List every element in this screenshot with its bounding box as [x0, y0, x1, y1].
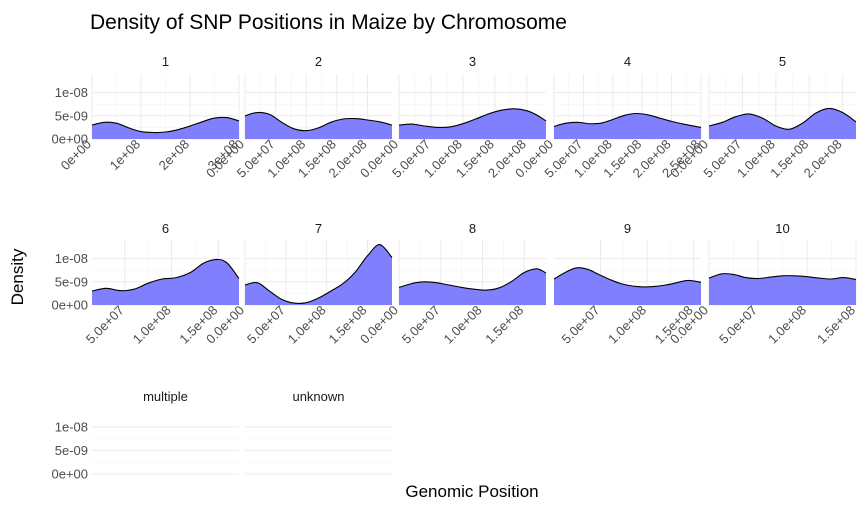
- strip-label: 6: [162, 221, 169, 236]
- x-tick-label: 1.0e+08: [765, 303, 809, 347]
- density-area: [92, 259, 239, 305]
- x-tick-label: 5.0e+07: [83, 303, 127, 347]
- density-line: [708, 273, 857, 281]
- strip-label: 10: [775, 221, 789, 236]
- x-tick-label: 1.5e+08: [814, 303, 858, 347]
- density-area: [92, 117, 239, 139]
- strip-label: multiple: [143, 389, 188, 404]
- density-area: [245, 244, 392, 305]
- density-line: [244, 244, 393, 304]
- x-tick-label: 1.0e+08: [605, 302, 649, 346]
- density-area: [399, 108, 546, 139]
- y-tick-label: 5e-09: [55, 108, 88, 123]
- density-line: [398, 268, 547, 291]
- x-tick-label: 2e+08: [156, 137, 192, 173]
- x-tick-label: 1.0e+08: [130, 303, 174, 347]
- density-area: [554, 113, 701, 139]
- density-line: [91, 258, 240, 292]
- y-tick-label: 0e+00: [51, 467, 88, 482]
- strip-label: 1: [162, 54, 169, 69]
- x-tick-label: 1e+08: [107, 137, 143, 173]
- facet-3: 30.0e+005.0e+071.0e+081.5e+082.0e+08: [357, 54, 547, 181]
- strip-label: unknown: [292, 389, 344, 404]
- density-line: [708, 107, 857, 130]
- y-tick-label: 5e-09: [55, 443, 88, 458]
- facet-unknown: unknown: [245, 389, 392, 475]
- density-area: [709, 108, 856, 139]
- y-tick-label: 1e-08: [55, 85, 88, 100]
- strip-label: 4: [624, 54, 631, 69]
- density-area: [709, 273, 856, 305]
- density-area: [399, 268, 546, 305]
- y-tick-label: 0e+00: [51, 298, 88, 313]
- strip-label: 2: [315, 54, 322, 69]
- density-area: [245, 112, 392, 139]
- x-tick-label: 5.0e+07: [716, 303, 760, 347]
- x-axis-title: Genomic Position: [405, 482, 538, 501]
- y-axis-title: Density: [8, 248, 27, 305]
- y-tick-label: 5e-09: [55, 274, 88, 289]
- x-tick-label: 5.0e+07: [559, 303, 603, 347]
- chart-title: Density of SNP Positions in Maize by Chr…: [90, 11, 567, 34]
- x-tick-label: 5.0e+07: [244, 302, 288, 346]
- strip-label: 3: [469, 54, 476, 69]
- x-tick-label: 5.0e+07: [399, 303, 443, 347]
- density-line: [553, 267, 702, 288]
- x-tick-label: 1.0e+08: [441, 302, 485, 346]
- y-tick-label: 1e-08: [55, 419, 88, 434]
- x-tick-label: 1.5e+08: [482, 303, 526, 347]
- strip-label: 7: [315, 221, 322, 236]
- strip-label: 8: [469, 221, 476, 236]
- y-tick-label: 1e-08: [55, 251, 88, 266]
- facet-multiple: multiple 0e+00 5e-09 1e-08: [51, 389, 239, 482]
- strip-label: 9: [624, 221, 631, 236]
- density-area: [554, 267, 701, 305]
- density-line: [398, 108, 547, 128]
- facet-5: 50.0e+005.0e+071.0e+081.5e+082.0e+08: [667, 54, 857, 181]
- facet-2: 20.0e+005.0e+071.0e+081.5e+082.0e+08: [203, 54, 393, 181]
- y-tick-label: 0e+00: [51, 132, 88, 147]
- strip-label: 5: [779, 54, 786, 69]
- x-tick-label: 1.0e+08: [285, 303, 329, 347]
- density-line: [244, 111, 393, 132]
- density-line: [91, 116, 240, 134]
- density-line: [553, 112, 702, 128]
